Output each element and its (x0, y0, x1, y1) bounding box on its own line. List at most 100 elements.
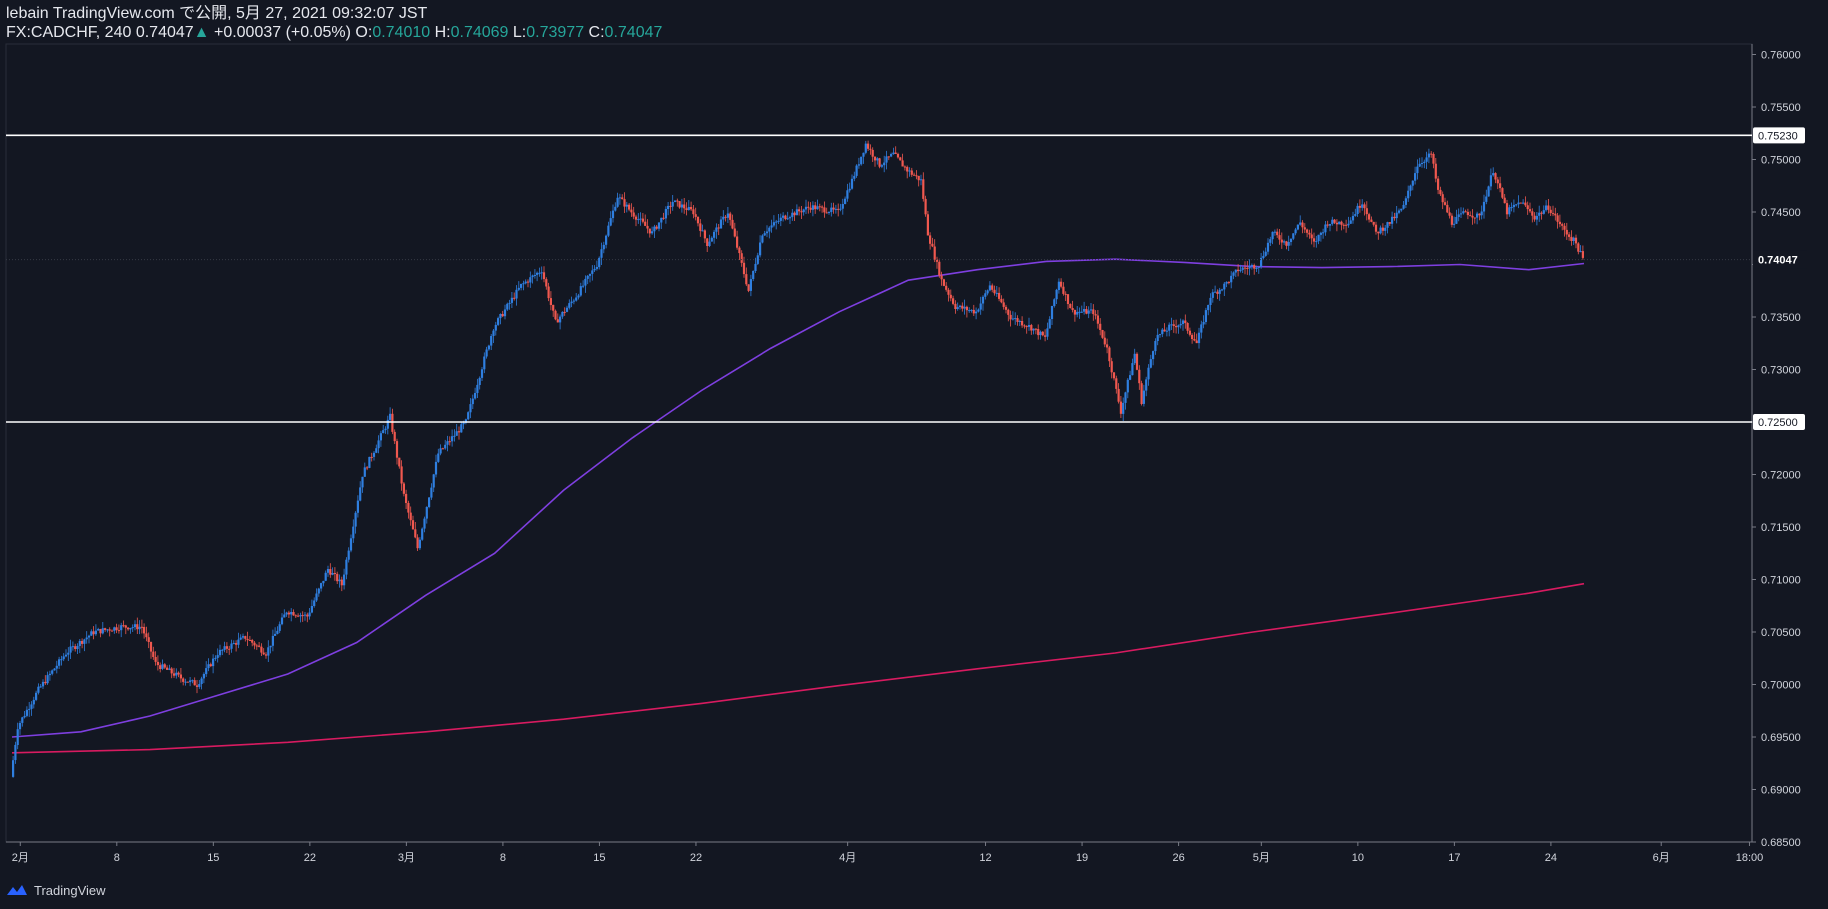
candle-body (782, 215, 785, 218)
candle-body (1076, 311, 1079, 315)
time-tick-label: 12 (979, 852, 991, 864)
candle-body (1027, 325, 1031, 327)
candle-body (910, 170, 913, 175)
candle-body (1087, 310, 1090, 314)
time-tick-label: 8 (114, 852, 120, 864)
candle-body (970, 309, 973, 311)
open-value: 0.74010 (372, 24, 431, 41)
candle-body (1140, 383, 1143, 404)
candle-body (892, 152, 895, 155)
price-tick-label: 0.76000 (1761, 50, 1801, 62)
candle-body (1092, 309, 1095, 315)
candle-body (407, 503, 410, 513)
candle-body (345, 559, 348, 575)
candle-body (1000, 298, 1003, 303)
candle-body (193, 680, 196, 686)
candle-body (1427, 153, 1430, 158)
candle-body (166, 667, 169, 670)
candle-body (315, 593, 318, 601)
candle-body (384, 428, 387, 431)
candle-body (1482, 201, 1486, 212)
candle-body (1361, 204, 1364, 208)
candle-body (1103, 337, 1106, 345)
candle-body (926, 214, 929, 236)
candle-body (1119, 401, 1122, 414)
candle-body (485, 349, 488, 357)
candle-body (614, 206, 617, 211)
candle-body (878, 158, 881, 167)
candle-body (1044, 335, 1047, 337)
candle-body (588, 273, 592, 276)
candle-body (81, 641, 84, 644)
price-tick-label: 0.75000 (1761, 155, 1801, 167)
candle-body (752, 270, 755, 279)
candle-body (685, 208, 688, 210)
candle-body (462, 422, 465, 425)
candle-body (372, 452, 376, 457)
hline-price-label: 0.75230 (1758, 130, 1798, 142)
price-tick-label: 0.68500 (1761, 837, 1801, 849)
candle-body (338, 579, 341, 582)
candle-body (935, 259, 939, 262)
candle-body (1007, 309, 1010, 315)
candle-body (78, 641, 81, 646)
candle-body (434, 461, 438, 475)
candle-body (1381, 227, 1384, 231)
close-label: C: (588, 24, 605, 41)
candle-body (1276, 231, 1279, 236)
candle-body (811, 205, 814, 210)
candle-body (90, 631, 93, 636)
candle-body (965, 306, 968, 311)
candle-body (625, 204, 628, 207)
time-tick-label: 18:00 (1736, 852, 1764, 864)
candle-body (1050, 306, 1054, 319)
candle-body (1351, 215, 1355, 221)
candle-body (161, 664, 164, 669)
candle-body (1402, 204, 1405, 209)
candle-body (1317, 234, 1320, 242)
candle-body (1455, 217, 1458, 224)
candle-body (154, 657, 157, 662)
last-price-tag (1753, 250, 1807, 269)
candle-body (467, 412, 470, 420)
candle-body (809, 207, 812, 210)
candle-body (1193, 339, 1196, 341)
candle-body (1158, 334, 1162, 336)
candle-body (844, 198, 847, 204)
candle-body (1126, 379, 1129, 393)
candle-body (35, 692, 38, 700)
price-axis: 0.760000.755000.750000.745000.740000.735… (1752, 50, 1801, 849)
candle-body (1046, 328, 1049, 337)
candle-body (1579, 251, 1582, 253)
candle-body (908, 170, 911, 172)
candle-body (368, 456, 371, 468)
candle-body (1085, 309, 1088, 314)
time-tick-label: 10 (1352, 852, 1364, 864)
candle-body (690, 207, 693, 210)
candle-body (1083, 309, 1086, 312)
horizontal-lines[interactable]: 0.75230 0.72500 (6, 127, 1805, 430)
time-tick-label: 19 (1076, 852, 1088, 864)
candle-body (237, 639, 240, 645)
candle-body (232, 643, 235, 645)
candle-body (280, 617, 284, 625)
candle-body (398, 457, 401, 467)
candle-body (1510, 207, 1513, 209)
candle-body (69, 646, 72, 653)
candle-body (1260, 257, 1263, 267)
candle-body (195, 685, 199, 687)
candle-body (646, 225, 649, 229)
candle-body (1145, 379, 1148, 391)
candle-body (1165, 330, 1168, 332)
candle-body (1202, 322, 1205, 325)
candle-body (1563, 225, 1566, 230)
candle-body (71, 646, 74, 648)
candle-body (556, 319, 559, 323)
candle-body (862, 152, 865, 157)
candle-body (340, 579, 343, 586)
candle-body (582, 285, 585, 287)
candle-body (1471, 215, 1474, 218)
candle-body (108, 629, 111, 631)
candle-body (363, 467, 366, 477)
